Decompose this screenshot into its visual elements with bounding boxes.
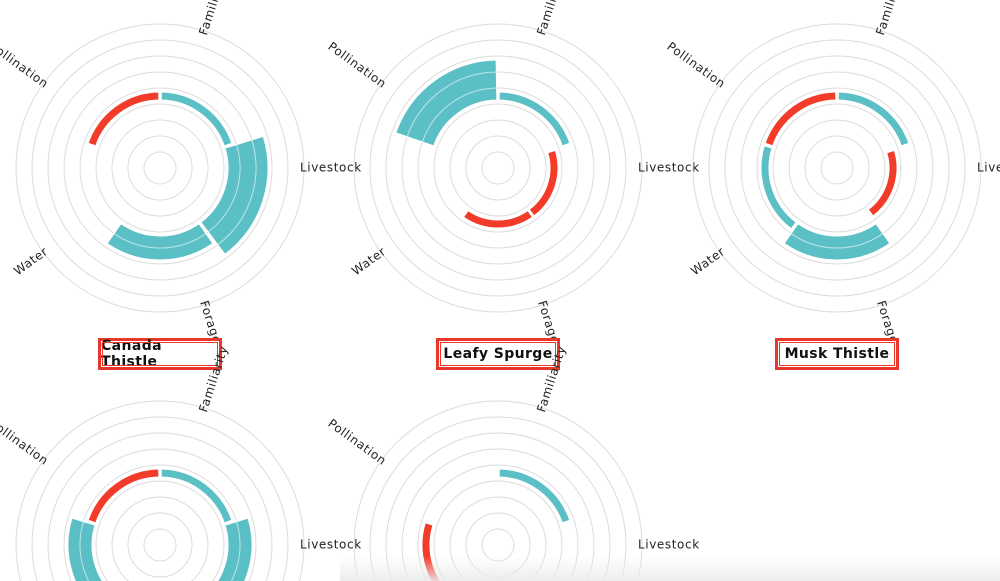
grid-ring bbox=[417, 464, 579, 581]
axis-label-livestock: Livestock bbox=[300, 161, 362, 175]
bar-pollination[interactable] bbox=[764, 91, 837, 147]
bar-familiarity[interactable] bbox=[498, 468, 571, 524]
bar-forage[interactable] bbox=[462, 209, 534, 229]
chart-title-canada-thistle[interactable]: Canada Thistle bbox=[98, 338, 222, 370]
grid-ring bbox=[772, 103, 902, 233]
grid-ring bbox=[401, 448, 595, 581]
bar-gridline bbox=[113, 233, 207, 249]
grid-ring bbox=[31, 39, 289, 297]
bar-familiarity[interactable] bbox=[160, 468, 233, 524]
grid-ring bbox=[449, 119, 547, 217]
bar-familiarity[interactable] bbox=[837, 91, 910, 147]
grid-ring bbox=[692, 23, 982, 313]
bar-forage[interactable] bbox=[106, 223, 214, 261]
grid-ring bbox=[127, 135, 193, 201]
grid-ring bbox=[820, 151, 854, 185]
grid-ring bbox=[385, 55, 611, 281]
bar-gridline bbox=[79, 521, 90, 581]
bar-gridline bbox=[421, 87, 497, 143]
bar-gridline bbox=[230, 521, 241, 581]
chart-title-leafy-spurge[interactable]: Leafy Spurge bbox=[436, 338, 560, 370]
grid-ring bbox=[804, 135, 870, 201]
bar-water[interactable] bbox=[67, 517, 119, 581]
grid-ring bbox=[143, 528, 177, 562]
grid-ring bbox=[449, 496, 547, 581]
grid-ring bbox=[127, 512, 193, 578]
axis-label-pollination: Pollination bbox=[325, 416, 389, 468]
grid-ring bbox=[788, 119, 886, 217]
bottom-fade bbox=[340, 556, 1000, 581]
grid-ring bbox=[417, 87, 579, 249]
grid-ring bbox=[740, 71, 934, 265]
grid-ring bbox=[385, 432, 611, 581]
bar-gridline bbox=[217, 139, 257, 246]
axis-label-livestock: Livestock bbox=[638, 538, 700, 552]
grid-ring bbox=[15, 23, 305, 313]
axis-label-livestock: Livestock bbox=[638, 161, 700, 175]
grid-ring bbox=[15, 400, 305, 581]
grid-ring bbox=[433, 480, 563, 581]
bar-forage[interactable] bbox=[783, 223, 891, 261]
grid-ring bbox=[95, 103, 225, 233]
grid-ring bbox=[353, 400, 643, 581]
grid-ring bbox=[111, 496, 209, 581]
grid-ring bbox=[47, 432, 273, 581]
bar-gridline bbox=[406, 71, 497, 137]
grid-ring bbox=[353, 23, 643, 313]
bar-pollination[interactable] bbox=[395, 59, 498, 147]
grid-ring bbox=[369, 416, 627, 581]
grid-ring bbox=[143, 151, 177, 185]
bar-livestock[interactable] bbox=[867, 149, 898, 217]
bar-livestock[interactable] bbox=[200, 135, 269, 255]
grid-ring bbox=[465, 135, 531, 201]
bar-pollination[interactable] bbox=[87, 468, 160, 524]
bar-pollination[interactable] bbox=[87, 91, 160, 147]
grid-ring bbox=[433, 103, 563, 233]
grid-ring bbox=[401, 71, 595, 265]
grid-ring bbox=[481, 151, 515, 185]
bar-familiarity[interactable] bbox=[160, 91, 233, 147]
grid-ring bbox=[95, 480, 225, 581]
grid-ring bbox=[708, 39, 966, 297]
axis-label-livestock: Livestock bbox=[977, 161, 1000, 175]
grid-ring bbox=[63, 448, 257, 581]
bar-livestock[interactable] bbox=[201, 517, 253, 581]
bar-gridline bbox=[207, 144, 241, 233]
grid-ring bbox=[47, 55, 273, 281]
axis-label-livestock: Livestock bbox=[300, 538, 362, 552]
grid-ring bbox=[31, 416, 289, 581]
bar-water[interactable] bbox=[760, 145, 797, 230]
chart-title-musk-thistle[interactable]: Musk Thistle bbox=[775, 338, 899, 370]
grid-ring bbox=[724, 55, 950, 281]
bar-familiarity[interactable] bbox=[498, 91, 571, 147]
grid-ring bbox=[369, 39, 627, 297]
grid-ring bbox=[111, 119, 209, 217]
axis-label-familiarity: Familiarity bbox=[534, 344, 569, 414]
bar-livestock[interactable] bbox=[528, 149, 559, 217]
bar-gridline bbox=[790, 233, 884, 249]
